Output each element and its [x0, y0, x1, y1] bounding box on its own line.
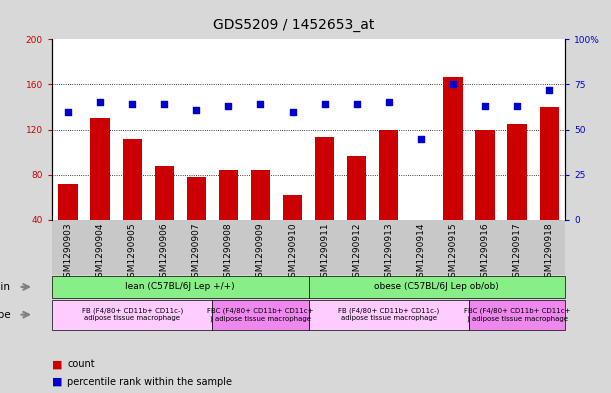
Bar [251, 170, 270, 265]
Bar [315, 138, 334, 265]
Text: count: count [67, 360, 95, 369]
Text: GSM1290907: GSM1290907 [192, 222, 201, 283]
Text: GSM1290910: GSM1290910 [288, 222, 297, 283]
Bar [52, 276, 309, 298]
Point [159, 101, 169, 107]
Text: cell type: cell type [0, 310, 11, 320]
Bar [187, 177, 206, 265]
Bar [540, 107, 558, 265]
Text: GSM1290913: GSM1290913 [384, 222, 393, 283]
Text: ■: ■ [52, 377, 62, 387]
Point [127, 101, 137, 107]
Text: GSM1290914: GSM1290914 [416, 222, 425, 283]
Point [191, 107, 201, 113]
Point [95, 99, 105, 106]
Bar [507, 124, 527, 265]
Text: FBC (F4/80+ CD11b+ CD11c+
) adipose tissue macrophage: FBC (F4/80+ CD11b+ CD11c+ ) adipose tiss… [464, 308, 570, 321]
Text: percentile rank within the sample: percentile rank within the sample [67, 377, 232, 387]
Point [288, 108, 298, 115]
Point [320, 101, 329, 107]
Point [416, 136, 426, 142]
Bar [213, 300, 309, 329]
Text: FB (F4/80+ CD11b+ CD11c-)
adipose tissue macrophage: FB (F4/80+ CD11b+ CD11c-) adipose tissue… [81, 308, 183, 321]
Text: GSM1290915: GSM1290915 [448, 222, 458, 283]
Bar [219, 170, 238, 265]
Point [63, 108, 73, 115]
Text: strain: strain [0, 282, 11, 292]
Text: FB (F4/80+ CD11b+ CD11c-)
adipose tissue macrophage: FB (F4/80+ CD11b+ CD11c-) adipose tissue… [338, 308, 439, 321]
Text: obese (C57BL/6J Lep ob/ob): obese (C57BL/6J Lep ob/ob) [375, 283, 499, 292]
Text: GDS5209 / 1452653_at: GDS5209 / 1452653_at [213, 18, 374, 32]
Bar [52, 300, 213, 329]
Text: GSM1290906: GSM1290906 [159, 222, 169, 283]
Text: FBC (F4/80+ CD11b+ CD11c+
) adipose tissue macrophage: FBC (F4/80+ CD11b+ CD11c+ ) adipose tiss… [207, 308, 313, 321]
Text: GSM1290905: GSM1290905 [128, 222, 137, 283]
Text: GSM1290916: GSM1290916 [480, 222, 489, 283]
Point [384, 99, 393, 106]
Bar [90, 118, 110, 265]
Bar [469, 300, 565, 329]
Point [480, 103, 490, 109]
Point [352, 101, 362, 107]
Point [448, 81, 458, 88]
Bar [475, 130, 495, 265]
Bar [309, 276, 565, 298]
Bar [122, 139, 142, 265]
Bar [347, 156, 367, 265]
Text: GSM1290918: GSM1290918 [544, 222, 554, 283]
Point [255, 101, 265, 107]
Text: lean (C57BL/6J Lep +/+): lean (C57BL/6J Lep +/+) [125, 283, 235, 292]
Text: GSM1290909: GSM1290909 [256, 222, 265, 283]
Bar [155, 166, 174, 265]
Point [544, 87, 554, 93]
Point [224, 103, 233, 109]
Bar [309, 300, 469, 329]
Point [512, 103, 522, 109]
Bar [411, 220, 430, 265]
Text: GSM1290908: GSM1290908 [224, 222, 233, 283]
Text: GSM1290912: GSM1290912 [352, 222, 361, 283]
Text: GSM1290903: GSM1290903 [64, 222, 73, 283]
Bar [379, 130, 398, 265]
Bar [443, 77, 463, 265]
Text: GSM1290904: GSM1290904 [95, 222, 104, 283]
Text: GSM1290917: GSM1290917 [513, 222, 522, 283]
Bar [283, 195, 302, 265]
Text: ■: ■ [52, 360, 62, 369]
Bar [59, 184, 78, 265]
Text: GSM1290911: GSM1290911 [320, 222, 329, 283]
